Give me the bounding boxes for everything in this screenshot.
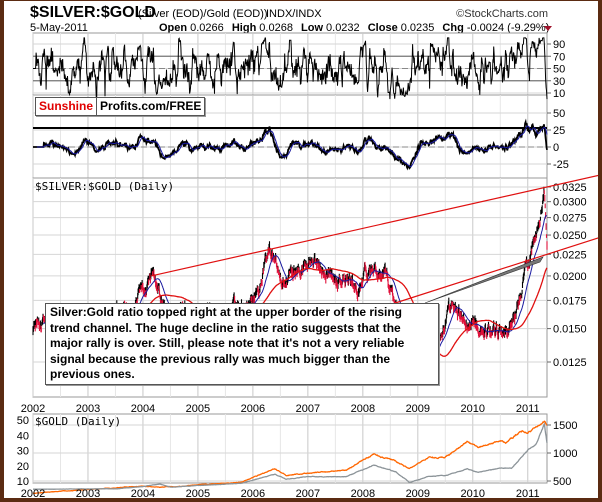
chg-value: -0.0024 (-9.29%) <box>467 22 550 34</box>
high-label: High <box>232 22 257 34</box>
2|y_ticks-y-tick: 0.0275 <box>553 213 587 225</box>
0|y_ticks-y-tick: 50 <box>553 64 565 76</box>
gold-left-y-tick: 40 <box>17 430 29 442</box>
gold-x-tick: 2003 <box>76 488 100 500</box>
gold-x-tick: 2006 <box>241 488 265 500</box>
gold-x-tick: 2002 <box>21 488 45 500</box>
gold-x-tick: 2007 <box>296 488 320 500</box>
copyright: ©StockCharts.com <box>456 8 548 20</box>
2|y_ticks-y-tick: 0.0325 <box>553 182 587 194</box>
gold-panel-title: $GOLD (Daily) <box>35 415 121 428</box>
2|y_ticks-y-tick: 0.0250 <box>553 230 587 242</box>
logo-part2: Profits.com/FREE <box>100 99 202 113</box>
2|y_ticks-y-tick: 0.0225 <box>553 249 587 261</box>
main-x-tick: 2011 <box>516 403 540 415</box>
series-silver-line <box>33 422 548 490</box>
main-x-tick: 2005 <box>186 403 210 415</box>
main-x-tick: 2010 <box>461 403 485 415</box>
chart-exchange: INDX/INDX <box>266 8 322 20</box>
chart-symbol: $SILVER:$GOLD <box>30 4 156 21</box>
gold-left-y-tick: 10 <box>17 476 29 488</box>
annotation-callout: Silver:Gold ratio topped right at the up… <box>45 303 439 385</box>
1|y_ticks-y-tick: -25 <box>553 159 569 171</box>
gold-x-tick: 2010 <box>461 488 485 500</box>
sunshine-profits-logo[interactable]: Sunshine Profits.com/FREE <box>35 97 206 116</box>
close-value: 0.0235 <box>401 22 435 34</box>
chg-label: Chg <box>442 22 463 34</box>
main-x-tick: 2008 <box>351 403 375 415</box>
chart-date: 5-May-2011 <box>30 22 88 34</box>
3|y_ticks_right-y-tick: 500 <box>553 476 571 488</box>
gold-left-y-tick: 50 <box>17 415 29 427</box>
open-label: Open <box>159 22 187 34</box>
ohlc-readout: Open 0.0266 High 0.0268 Low 0.0232 Close 0.0… <box>159 22 549 34</box>
0|y_ticks-y-tick: 70 <box>553 51 565 63</box>
3|y_ticks_right-y-tick: 1000 <box>553 448 577 460</box>
gold-x-tick: 2005 <box>186 488 210 500</box>
main-x-tick: 2002 <box>21 403 45 415</box>
1|y_ticks-y-tick: 50 <box>553 108 565 120</box>
2|y_ticks-y-tick: 0.0125 <box>553 357 587 369</box>
2|y_ticks-y-tick: 0.0150 <box>553 324 587 336</box>
roc-line <box>33 118 548 171</box>
gold-left-y-tick: 30 <box>17 446 29 458</box>
gold-x-tick: 2011 <box>516 488 540 500</box>
main-x-tick: 2004 <box>131 403 155 415</box>
main-x-tick: 2009 <box>406 403 430 415</box>
callout-pointer <box>424 256 544 304</box>
low-value: 0.0232 <box>326 22 360 34</box>
down-arrow-icon <box>544 26 552 31</box>
trend-line-lower <box>362 237 598 314</box>
main-x-tick: 2006 <box>241 403 265 415</box>
main-x-tick: 2007 <box>296 403 320 415</box>
close-label: Close <box>368 22 398 34</box>
chart-description: (Silver (EOD)/Gold (EOD)) <box>138 8 268 20</box>
0|y_ticks-y-tick: 10 <box>553 88 565 100</box>
main-x-tick: 2003 <box>76 403 100 415</box>
1|y_ticks-y-tick: 25 <box>553 125 565 137</box>
trend-line-upper <box>151 174 598 277</box>
2|y_ticks-y-tick: 0.0200 <box>553 271 587 283</box>
gold-left-y-tick: 20 <box>17 461 29 473</box>
0|y_ticks-y-tick: 90 <box>553 39 565 51</box>
gold-x-tick: 2008 <box>351 488 375 500</box>
logo-part1: Sunshine <box>36 98 98 115</box>
roc-signal-line <box>36 125 548 168</box>
3|y_ticks_right-y-tick: 1500 <box>553 420 577 432</box>
ma-200-line <box>76 267 548 357</box>
low-label: Low <box>301 22 323 34</box>
main-panel-title: $SILVER:$GOLD (Daily) <box>35 180 174 193</box>
0|y_ticks-y-tick: 30 <box>553 76 565 88</box>
series-gold-line <box>32 420 548 494</box>
2|y_ticks-y-tick: 0.0175 <box>553 295 587 307</box>
high-value: 0.0268 <box>259 22 293 34</box>
gold-x-tick: 2004 <box>131 488 155 500</box>
open-value: 0.0266 <box>190 22 224 34</box>
gold-x-tick: 2009 <box>406 488 430 500</box>
2|y_ticks-y-tick: 0.0300 <box>553 197 587 209</box>
1|y_ticks-y-tick: 0 <box>553 142 559 154</box>
rsi-line <box>33 37 548 100</box>
